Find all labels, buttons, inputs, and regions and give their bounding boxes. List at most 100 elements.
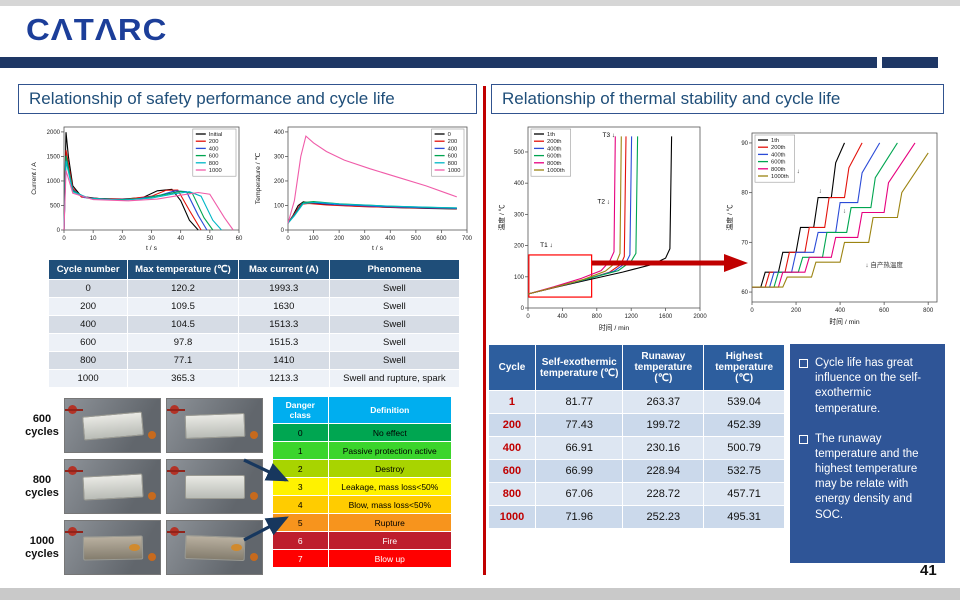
table-cell: 457.71 <box>703 482 785 506</box>
table-cell: 77.1 <box>127 351 239 370</box>
svg-text:时间 / min: 时间 / min <box>599 323 629 332</box>
conclusion-item: Cycle life has great influence on the se… <box>799 356 936 417</box>
square-bullet-icon <box>799 434 808 444</box>
svg-text:300: 300 <box>274 154 285 160</box>
svg-text:1600: 1600 <box>659 314 673 320</box>
table-cell: Blow up <box>327 549 453 568</box>
red-zoom-arrow <box>592 254 748 272</box>
column-header: Highest temperature (℃) <box>703 344 785 391</box>
table-cell: 532.75 <box>703 459 785 483</box>
svg-text:400: 400 <box>274 130 285 136</box>
table-cell: 1630 <box>237 297 330 316</box>
table-cell: Swell <box>328 351 461 370</box>
svg-text:400: 400 <box>835 308 846 314</box>
column-header: Max temperature (℃) <box>127 259 239 280</box>
battery-cell-photo <box>64 520 161 575</box>
table-cell: Swell <box>328 279 461 298</box>
table-cell: 0 <box>47 279 129 298</box>
table-cell: 66.99 <box>534 459 624 483</box>
svg-text:700: 700 <box>462 236 473 242</box>
table-cell: 7 <box>272 549 329 568</box>
column-header: Max current (A) <box>237 259 330 280</box>
table-cell: 600 <box>488 459 536 483</box>
table-cell: 252.23 <box>622 505 705 529</box>
table-row: 1000 71.96 252.23 495.31 <box>488 505 785 529</box>
table-row: 0 120.2 1993.3 Swell <box>47 279 461 298</box>
svg-text:600: 600 <box>879 308 890 314</box>
svg-text:1th: 1th <box>547 132 555 138</box>
chart-legend <box>192 128 237 177</box>
danger-class-row: 0 No effect <box>272 423 453 442</box>
table-cell: 1 <box>488 390 536 414</box>
table-row: 400 104.5 1513.3 Swell <box>47 315 461 334</box>
column-header: Danger class <box>272 396 329 424</box>
temperature-vs-time-chart: 0 100 200 300 400 500 600 700 0 100 200 300 400 t / s… <box>252 122 474 254</box>
column-header: Cycle number <box>47 259 129 280</box>
svg-text:T2 ↓: T2 ↓ <box>597 198 610 205</box>
svg-text:Initial: Initial <box>209 132 223 138</box>
table-row: 400 66.91 230.16 500.79 <box>488 436 785 460</box>
svg-text:400: 400 <box>514 181 525 187</box>
photo-to-danger-arrows <box>243 458 289 542</box>
svg-text:60: 60 <box>741 290 748 296</box>
line-chart-svg: 0 200 400 600 800 60 70 80 90 时间 / min 温度 / ℃ ↓ ↓ ↓ ↓ … <box>725 132 938 326</box>
svg-text:90: 90 <box>741 141 748 147</box>
svg-text:温度 / ℃: 温度 / ℃ <box>725 204 734 230</box>
table-cell: 365.3 <box>127 369 239 388</box>
photo-group-label: 1000 cycles <box>25 534 59 560</box>
table-cell: 600 <box>47 333 129 352</box>
header-bar-cap <box>882 57 938 68</box>
top-strip <box>0 0 960 6</box>
table-row: 200 109.5 1630 Swell <box>47 297 461 316</box>
svg-text:T1 ↓: T1 ↓ <box>540 242 553 249</box>
table-cell: 263.37 <box>622 390 705 414</box>
svg-text:t / s: t / s <box>146 245 158 252</box>
bottom-strip <box>0 588 960 600</box>
table-cell: 1000 <box>488 505 536 529</box>
table-cell: 120.2 <box>127 279 239 298</box>
svg-text:200: 200 <box>514 244 525 250</box>
table-cell: Fire <box>327 531 453 550</box>
danger-class-row: 2 Destroy <box>272 459 453 478</box>
svg-text:T3 ↓: T3 ↓ <box>603 132 616 139</box>
photo-group: 800 cycles <box>20 459 270 514</box>
table-row: 800 77.1 1410 Swell <box>47 351 461 370</box>
table-cell: 800 <box>47 351 129 370</box>
table-cell: 1000 <box>47 369 129 388</box>
svg-text:600: 600 <box>436 236 447 242</box>
table-row: 600 97.8 1515.3 Swell <box>47 333 461 352</box>
danger-class-row: 5 Rupture <box>272 513 453 532</box>
table-cell: 1515.3 <box>237 333 330 352</box>
svg-text:t / s: t / s <box>372 245 384 252</box>
svg-text:800: 800 <box>923 308 934 314</box>
svg-text:20: 20 <box>119 236 126 242</box>
table-cell: 104.5 <box>127 315 239 334</box>
svg-text:0: 0 <box>521 306 525 312</box>
battery-cell-photo <box>166 398 263 453</box>
thermal-stability-table: Cycle Self-exothermic temperature (℃) Runa… <box>488 344 785 529</box>
svg-text:800: 800 <box>209 161 219 167</box>
svg-text:400: 400 <box>448 146 458 152</box>
table-cell: 109.5 <box>127 297 239 316</box>
danger-class-row: 4 Blow, mass loss<50% <box>272 495 453 514</box>
svg-text:0: 0 <box>448 132 451 138</box>
table-row: 600 66.99 228.94 532.75 <box>488 459 785 483</box>
svg-text:0: 0 <box>750 308 754 314</box>
svg-text:800th: 800th <box>547 161 562 167</box>
svg-text:600th: 600th <box>547 154 562 160</box>
photo-group: 600 cycles <box>20 398 270 453</box>
svg-text:200: 200 <box>274 179 285 185</box>
arrow-to-rupture <box>243 458 289 482</box>
table-cell: 66.91 <box>534 436 624 460</box>
table-cell: Blow, mass loss<50% <box>327 495 453 514</box>
danger-class-row: 7 Blow up <box>272 549 453 568</box>
svg-text:800th: 800th <box>771 167 786 173</box>
svg-text:500: 500 <box>50 203 61 209</box>
table-cell: 800 <box>488 482 536 506</box>
svg-text:600: 600 <box>448 154 458 160</box>
table-cell: 228.94 <box>622 459 705 483</box>
svg-text:1000th: 1000th <box>547 168 565 174</box>
danger-class-row: 6 Fire <box>272 531 453 550</box>
svg-text:100: 100 <box>274 203 285 209</box>
